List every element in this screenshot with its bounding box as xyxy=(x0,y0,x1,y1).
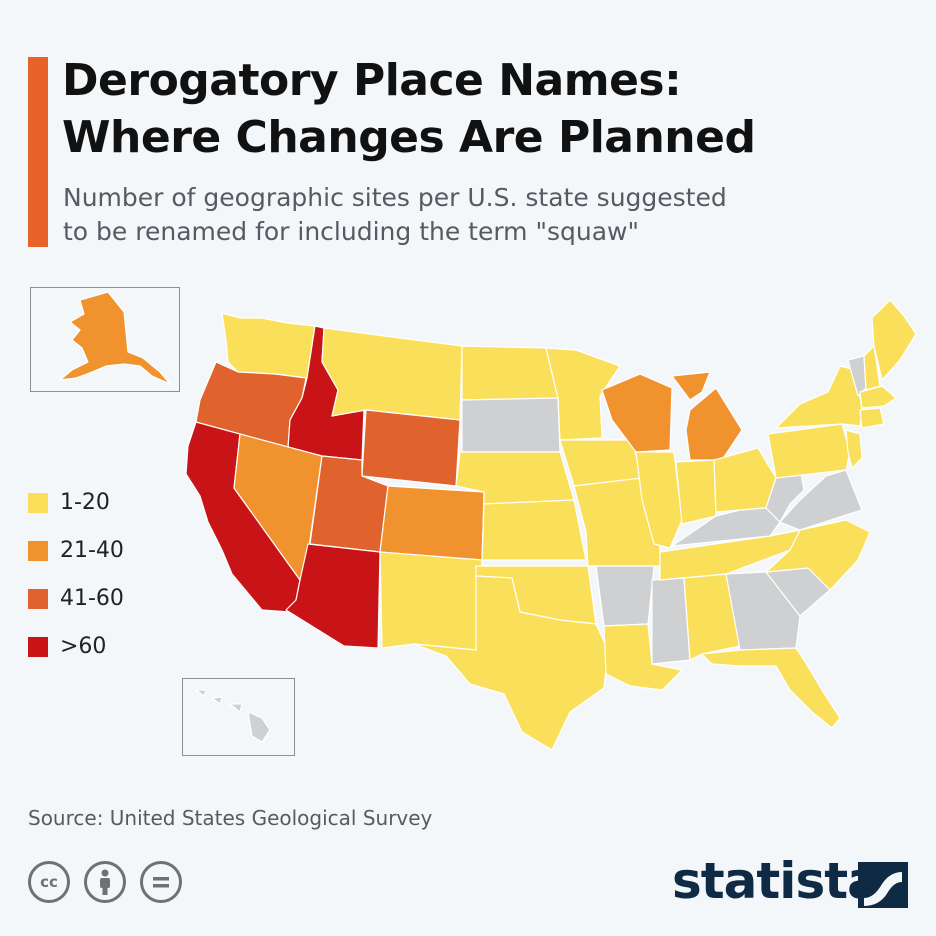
state-ar xyxy=(595,565,655,627)
state-ga xyxy=(725,571,801,651)
legend-label: 1-20 xyxy=(60,490,110,515)
state-mn xyxy=(545,347,621,441)
subtitle: Number of geographic sites per U.S. stat… xyxy=(63,181,863,249)
legend-label: 41-60 xyxy=(60,586,124,611)
state-sd xyxy=(461,397,561,453)
statista-logo-icon[interactable] xyxy=(858,862,908,908)
no-derivatives-icon[interactable] xyxy=(140,861,182,903)
state-mt xyxy=(321,327,463,421)
legend-swatch xyxy=(28,637,48,657)
state-wy xyxy=(361,409,461,487)
page-title: Derogatory Place Names: Where Changes Ar… xyxy=(62,52,756,166)
attribution-icon[interactable] xyxy=(84,861,126,903)
statista-wordmark[interactable]: statista xyxy=(672,852,881,910)
state-la xyxy=(603,623,683,691)
hawaii-inset-frame xyxy=(182,678,295,756)
state-nm xyxy=(379,551,483,651)
legend-swatch xyxy=(28,493,48,513)
state-me xyxy=(871,299,917,381)
state-il xyxy=(635,451,683,549)
cc-icon[interactable]: cc xyxy=(28,861,70,903)
legend-label: >60 xyxy=(60,634,107,659)
state-ks xyxy=(481,499,587,561)
state-pa xyxy=(767,423,851,479)
state-hi xyxy=(195,689,271,743)
state-fl xyxy=(701,647,841,729)
state-co xyxy=(379,485,485,561)
alaska-inset-frame xyxy=(30,287,180,392)
state-ct xyxy=(859,407,885,429)
legend-item-over-60: >60 xyxy=(28,632,228,662)
accent-bar xyxy=(28,57,48,247)
state-wa xyxy=(221,312,316,379)
state-tx xyxy=(413,575,609,751)
title-line-1: Derogatory Place Names: xyxy=(62,55,682,106)
state-mi xyxy=(671,371,743,461)
state-nc xyxy=(765,519,871,591)
legend-item-41-60: 41-60 xyxy=(28,584,228,614)
state-in xyxy=(675,459,717,525)
state-nj xyxy=(845,429,863,469)
legend-item-21-40: 21-40 xyxy=(28,536,228,566)
legend-item-1-20: 1-20 xyxy=(28,488,228,518)
state-oh xyxy=(713,447,777,513)
license-icons: cc xyxy=(28,861,198,909)
state-ms xyxy=(651,577,691,665)
legend-label: 21-40 xyxy=(60,538,124,563)
state-nd xyxy=(461,345,559,401)
state-ny xyxy=(775,365,863,429)
subtitle-line-2: to be renamed for including the term "sq… xyxy=(63,217,639,246)
source-note: Source: United States Geological Survey xyxy=(28,806,433,830)
legend-swatch xyxy=(28,541,48,561)
state-ak xyxy=(59,291,171,385)
title-line-2: Where Changes Are Planned xyxy=(62,112,756,163)
subtitle-line-1: Number of geographic sites per U.S. stat… xyxy=(63,183,727,212)
state-wi xyxy=(601,373,673,453)
state-az xyxy=(285,543,381,649)
legend-swatch xyxy=(28,589,48,609)
state-ma xyxy=(859,385,897,409)
